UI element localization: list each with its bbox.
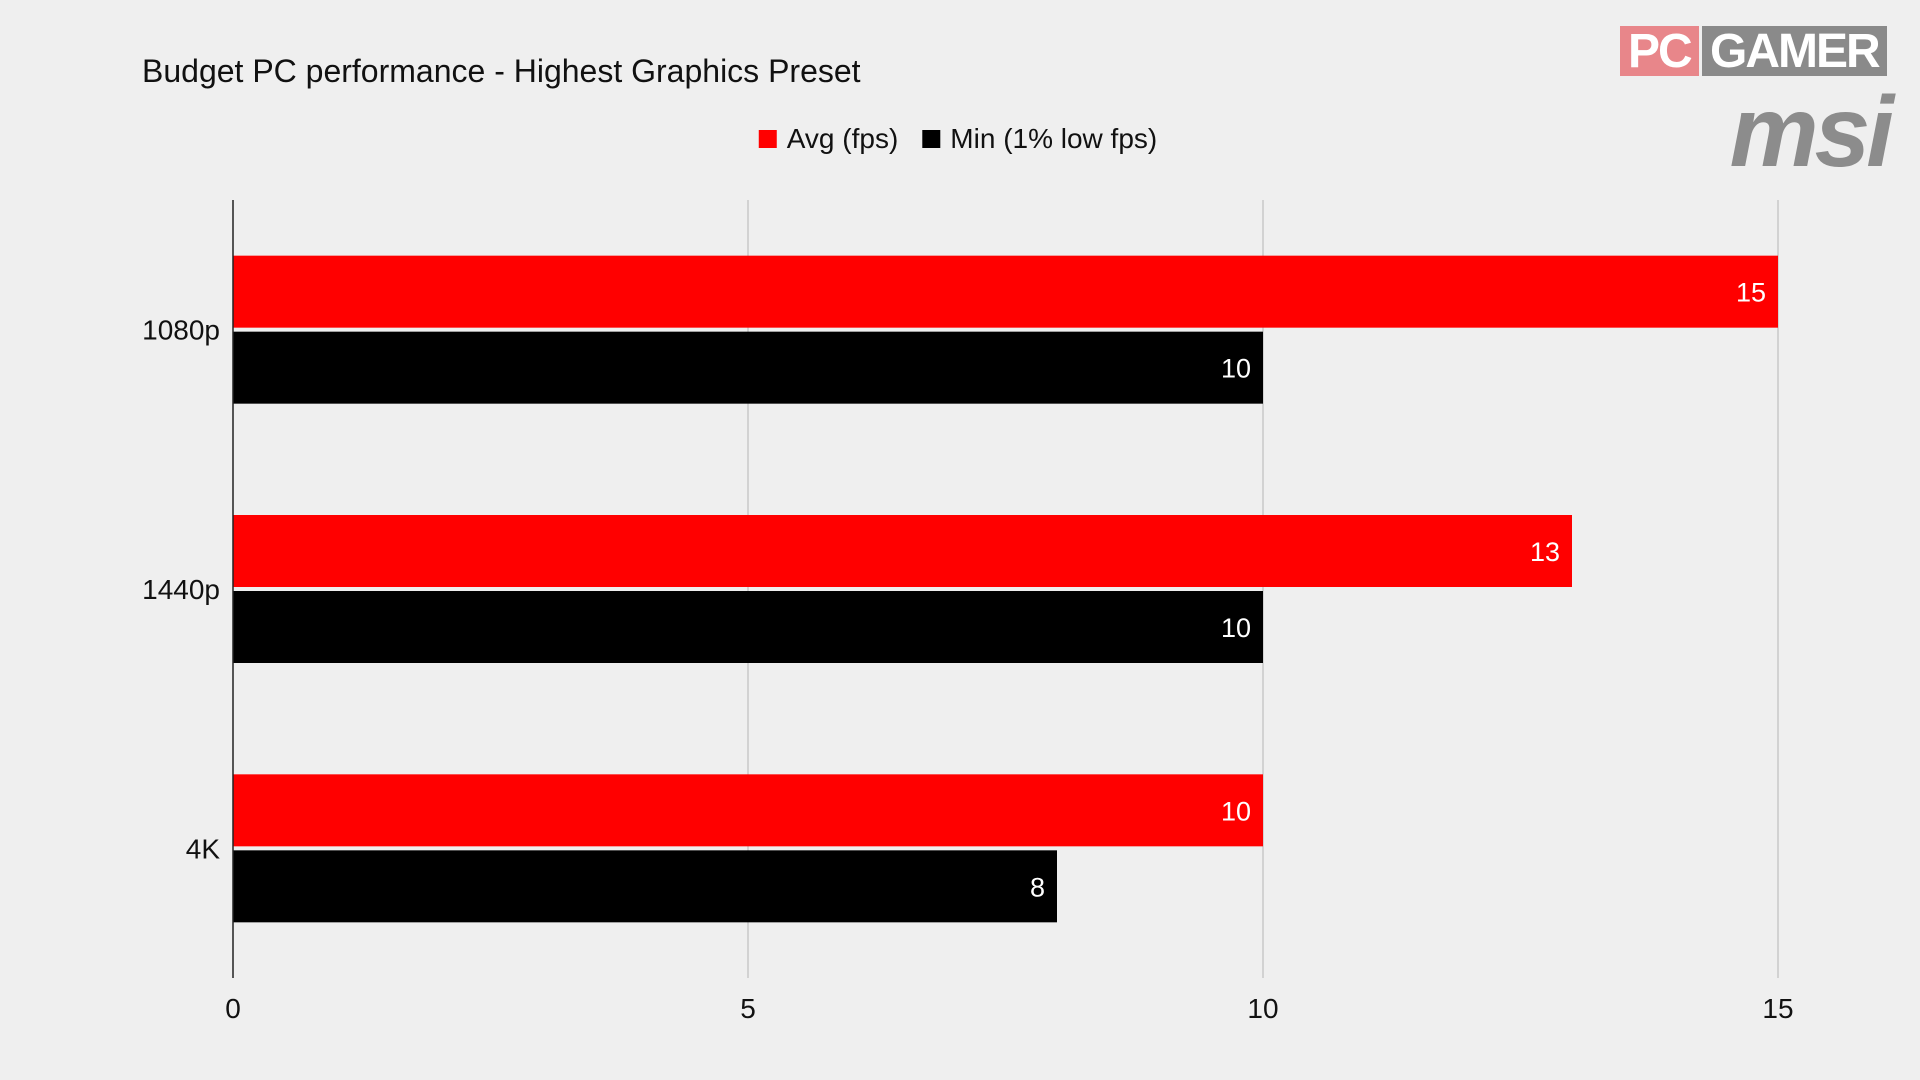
logo-pc: PC — [1620, 26, 1699, 78]
data-label: 10 — [1221, 354, 1251, 384]
y-category-label: 1440p — [142, 574, 220, 605]
data-labels: 15 10 13 10 10 8 — [1030, 278, 1766, 903]
bar — [233, 331, 1263, 404]
bars — [233, 255, 1778, 923]
data-label: 13 — [1530, 537, 1560, 567]
x-tick-label: 10 — [1247, 993, 1278, 1024]
x-tick-label: 0 — [225, 993, 241, 1024]
x-tick-label: 5 — [740, 993, 756, 1024]
data-label: 15 — [1736, 278, 1766, 308]
legend-item: Min (1% low fps) — [922, 123, 1157, 154]
legend-swatch — [922, 130, 941, 148]
data-label: 8 — [1030, 872, 1045, 902]
logo-msi: msi — [1729, 76, 1894, 188]
logo-gamer: GAMER — [1702, 26, 1887, 78]
bar — [233, 591, 1263, 663]
chart-title: Budget PC performance - Highest Graphics… — [142, 53, 861, 89]
bar — [233, 255, 1778, 328]
y-category-label: 1080p — [142, 315, 220, 346]
data-label: 10 — [1221, 796, 1251, 826]
x-tick-label: 15 — [1762, 993, 1793, 1024]
bar — [233, 774, 1263, 847]
bar — [233, 850, 1057, 923]
y-category-label: 4K — [186, 833, 221, 864]
grid — [747, 200, 1779, 978]
legend-label: Min (1% low fps) — [950, 123, 1157, 154]
bar — [233, 515, 1572, 587]
legend-label: Avg (fps) — [787, 123, 899, 154]
legend-item: Avg (fps) — [758, 123, 899, 154]
data-label: 10 — [1221, 613, 1251, 643]
legend-swatch — [758, 130, 777, 148]
axes: 0 5 10 15 1080p 1440p 4K — [142, 200, 1794, 1024]
legend: Avg (fps) Min (1% low fps) — [758, 123, 1157, 154]
pcgamer-msi-logo: PC GAMER msi — [1620, 26, 1894, 182]
